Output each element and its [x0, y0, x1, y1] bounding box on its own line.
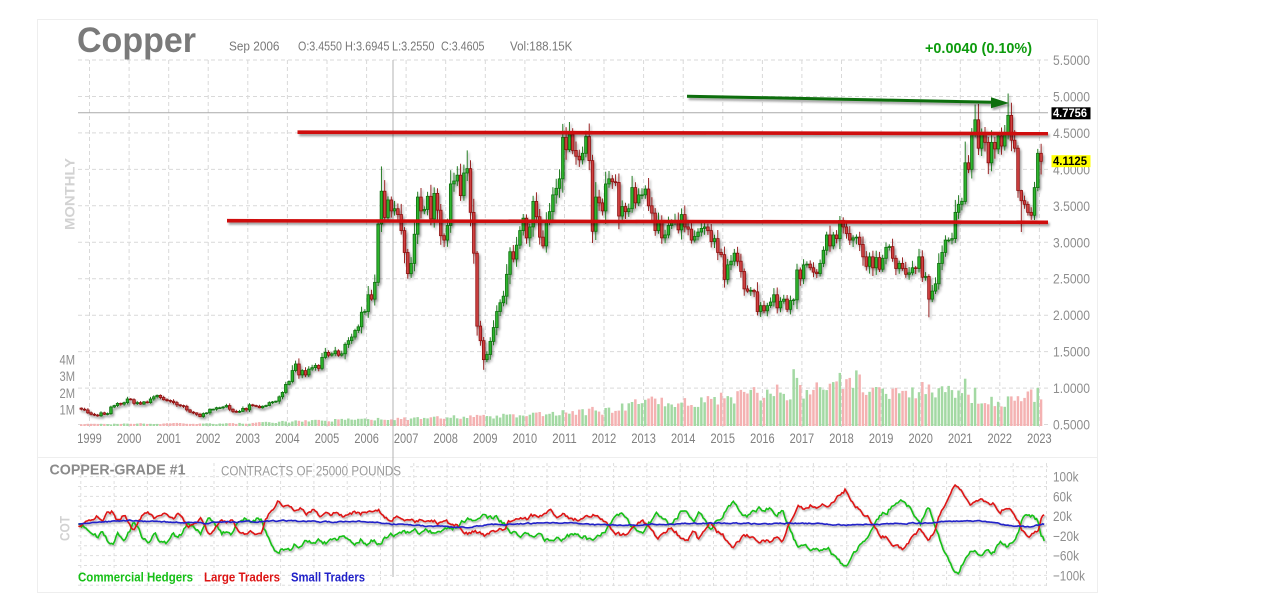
svg-text:Small Traders: Small Traders: [291, 571, 365, 585]
svg-text:2020: 2020: [908, 430, 933, 446]
svg-text:2008: 2008: [433, 430, 458, 446]
svg-text:3M: 3M: [60, 368, 76, 384]
svg-text:−60k: −60k: [1053, 548, 1080, 564]
svg-text:2.0000: 2.0000: [1053, 307, 1090, 323]
svg-text:100k: 100k: [1053, 469, 1079, 485]
svg-text:5.5000: 5.5000: [1053, 52, 1090, 68]
svg-text:Vol:188.15K: Vol:188.15K: [510, 40, 573, 54]
svg-text:H:3.6945: H:3.6945: [345, 40, 390, 54]
svg-text:2019: 2019: [869, 430, 894, 446]
svg-text:60k: 60k: [1053, 488, 1073, 504]
svg-text:2003: 2003: [236, 430, 261, 446]
svg-text:−20k: −20k: [1053, 528, 1080, 544]
svg-text:2.5000: 2.5000: [1053, 271, 1090, 287]
svg-text:3.5000: 3.5000: [1053, 198, 1090, 214]
svg-text:2005: 2005: [315, 430, 340, 446]
svg-text:2016: 2016: [750, 430, 775, 446]
svg-text:2001: 2001: [156, 430, 181, 446]
svg-text:2010: 2010: [513, 430, 538, 446]
svg-text:Copper: Copper: [77, 21, 196, 60]
svg-text:20k: 20k: [1053, 508, 1073, 524]
svg-text:2006: 2006: [354, 430, 379, 446]
svg-text:1.0000: 1.0000: [1053, 380, 1090, 396]
svg-text:−100k: −100k: [1053, 567, 1086, 583]
svg-text:2014: 2014: [671, 430, 696, 446]
svg-text:1999: 1999: [77, 430, 102, 446]
svg-text:O:3.4550: O:3.4550: [298, 40, 342, 54]
svg-text:4M: 4M: [60, 352, 76, 368]
svg-text:0.5000: 0.5000: [1053, 417, 1090, 433]
svg-text:+0.0040 (0.10%): +0.0040 (0.10%): [925, 40, 1032, 57]
svg-text:4.1125: 4.1125: [1053, 154, 1087, 168]
svg-text:2011: 2011: [552, 430, 577, 446]
svg-text:COPPER-GRADE #1: COPPER-GRADE #1: [50, 462, 186, 479]
svg-text:C:3.4605: C:3.4605: [441, 40, 485, 54]
svg-text:4.7756: 4.7756: [1053, 106, 1087, 120]
svg-text:4.5000: 4.5000: [1053, 125, 1090, 141]
svg-text:2M: 2M: [60, 385, 76, 401]
svg-text:2017: 2017: [790, 430, 815, 446]
svg-text:2009: 2009: [473, 430, 498, 446]
svg-text:2013: 2013: [631, 430, 656, 446]
svg-text:2022: 2022: [988, 430, 1013, 446]
svg-text:2004: 2004: [275, 430, 300, 446]
svg-text:2007: 2007: [394, 430, 419, 446]
svg-text:MONTHLY: MONTHLY: [62, 157, 78, 230]
svg-text:3.0000: 3.0000: [1053, 234, 1090, 250]
svg-text:2023: 2023: [1027, 430, 1052, 446]
svg-text:1M: 1M: [60, 401, 76, 417]
svg-text:Commercial Hedgers: Commercial Hedgers: [78, 571, 193, 585]
svg-text:2015: 2015: [711, 430, 736, 446]
svg-text:CONTRACTS OF 25000 POUNDS: CONTRACTS OF 25000 POUNDS: [221, 464, 401, 479]
svg-text:Large Traders: Large Traders: [204, 571, 280, 585]
svg-text:2018: 2018: [829, 430, 854, 446]
svg-text:2021: 2021: [948, 430, 973, 446]
svg-text:L:3.2550: L:3.2550: [392, 40, 435, 54]
svg-text:5.0000: 5.0000: [1053, 88, 1090, 104]
svg-text:2000: 2000: [117, 430, 142, 446]
svg-text:Sep 2006: Sep 2006: [229, 40, 280, 54]
svg-text:2002: 2002: [196, 430, 221, 446]
svg-text:2012: 2012: [592, 430, 617, 446]
svg-text:1.5000: 1.5000: [1053, 344, 1090, 360]
svg-text:COT: COT: [57, 516, 73, 541]
